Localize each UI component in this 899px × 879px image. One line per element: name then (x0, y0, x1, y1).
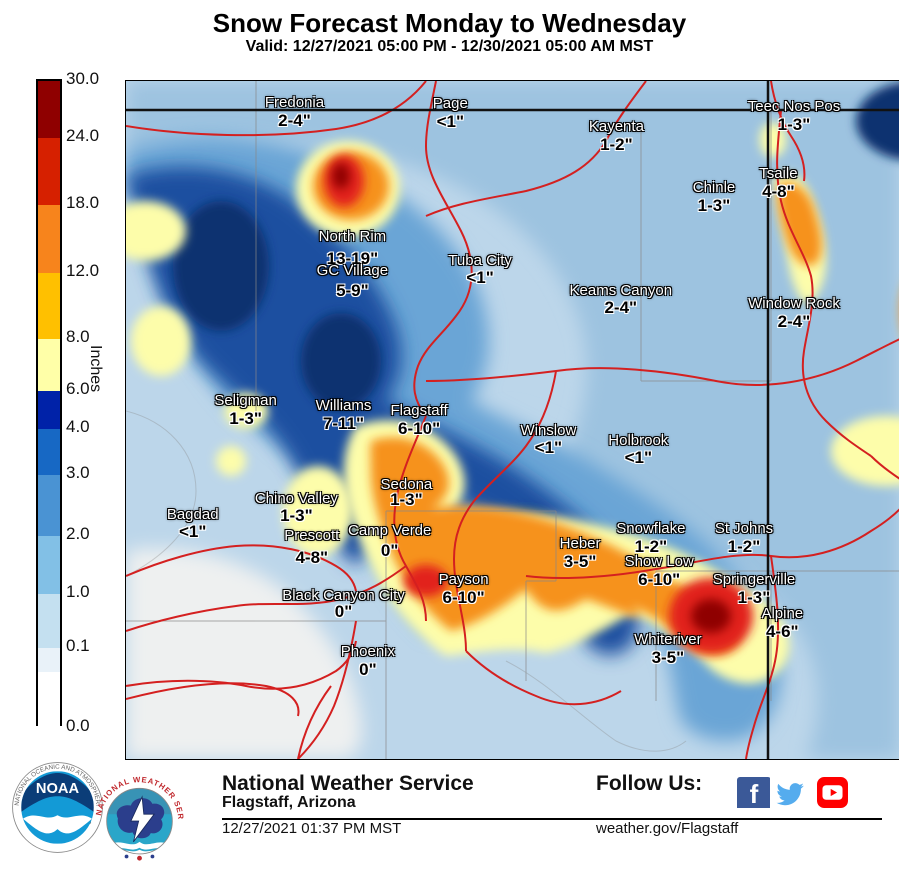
svg-text:NOAA: NOAA (36, 781, 80, 797)
svg-text:f: f (750, 779, 759, 808)
